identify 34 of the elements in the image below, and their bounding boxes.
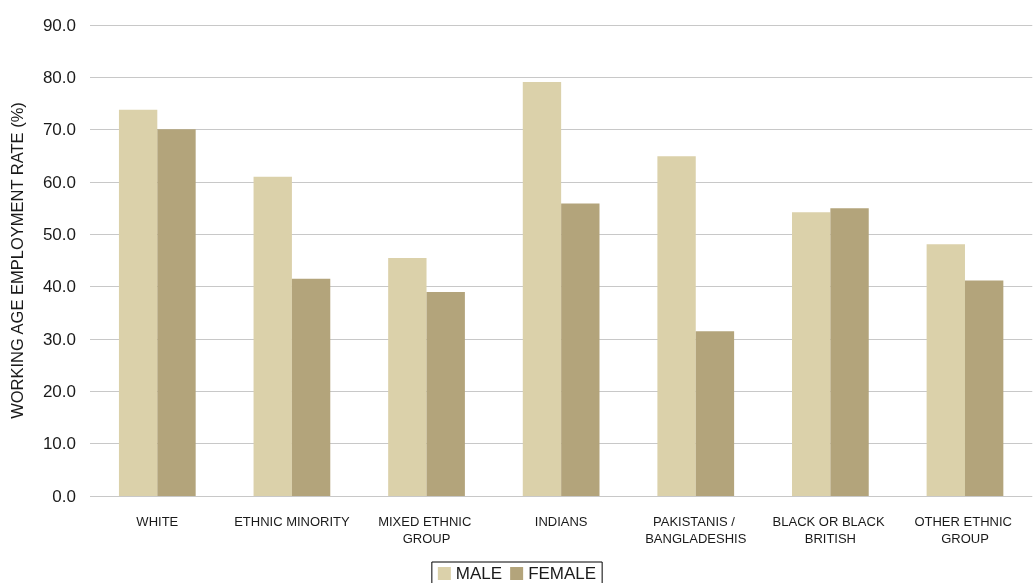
bar xyxy=(426,291,465,496)
x-tick-label: MIXED ETHNIC GROUP xyxy=(378,514,475,546)
bar xyxy=(695,331,735,496)
y-tick-label: 40.0 xyxy=(42,277,76,297)
bar xyxy=(964,280,1004,496)
bar xyxy=(561,203,600,496)
y-tick-label: 90.0 xyxy=(42,15,76,35)
y-tick-label: 10.0 xyxy=(42,434,76,454)
bar xyxy=(118,109,158,496)
bar xyxy=(253,176,292,496)
x-tick-label: BLACK OR BLACK BRITISH xyxy=(772,514,889,546)
x-tick-label: INDIANS xyxy=(534,514,588,529)
bar xyxy=(792,212,831,496)
y-tick-label: 50.0 xyxy=(42,224,76,244)
y-tick-label: 60.0 xyxy=(42,172,76,192)
x-tick-label: PAKISTANIS / BANGLADESHIS xyxy=(645,514,747,546)
legend-label: FEMALE xyxy=(528,564,597,583)
y-tick-label: 70.0 xyxy=(42,120,76,140)
bar xyxy=(291,278,331,496)
x-tick-label: ETHNIC MINORITY xyxy=(234,514,351,529)
x-tick-label: WHITE xyxy=(136,514,179,529)
y-tick-label: 0.0 xyxy=(52,486,76,506)
y-axis-title: WORKING AGE EMPLOYMENT RATE (%) xyxy=(7,102,26,419)
y-tick-label: 30.0 xyxy=(42,329,76,349)
bar xyxy=(157,129,196,496)
y-tick-label: 80.0 xyxy=(42,67,76,87)
y-tick-label: 20.0 xyxy=(42,381,76,401)
bar xyxy=(830,208,869,496)
x-tick-label: OTHER ETHNIC GROUP xyxy=(914,514,1016,546)
legend-label: MALE xyxy=(455,564,503,583)
bar xyxy=(926,244,965,496)
bar xyxy=(522,82,562,496)
bar xyxy=(657,156,696,496)
bar xyxy=(388,257,427,496)
